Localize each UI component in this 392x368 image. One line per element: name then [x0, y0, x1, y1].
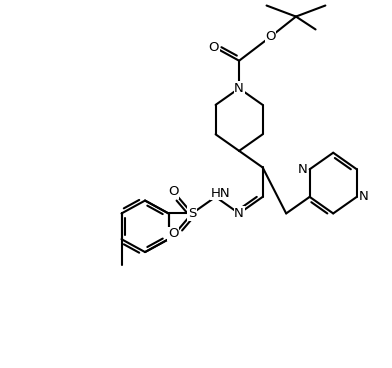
Text: O: O — [168, 185, 178, 198]
Text: O: O — [209, 41, 219, 54]
Text: S: S — [188, 207, 196, 220]
Text: O: O — [265, 30, 276, 43]
Text: O: O — [168, 227, 178, 240]
Text: N: N — [234, 82, 244, 95]
Text: HN: HN — [211, 187, 230, 200]
Text: N: N — [234, 207, 244, 220]
Text: N: N — [359, 190, 368, 204]
Text: N: N — [298, 163, 307, 176]
